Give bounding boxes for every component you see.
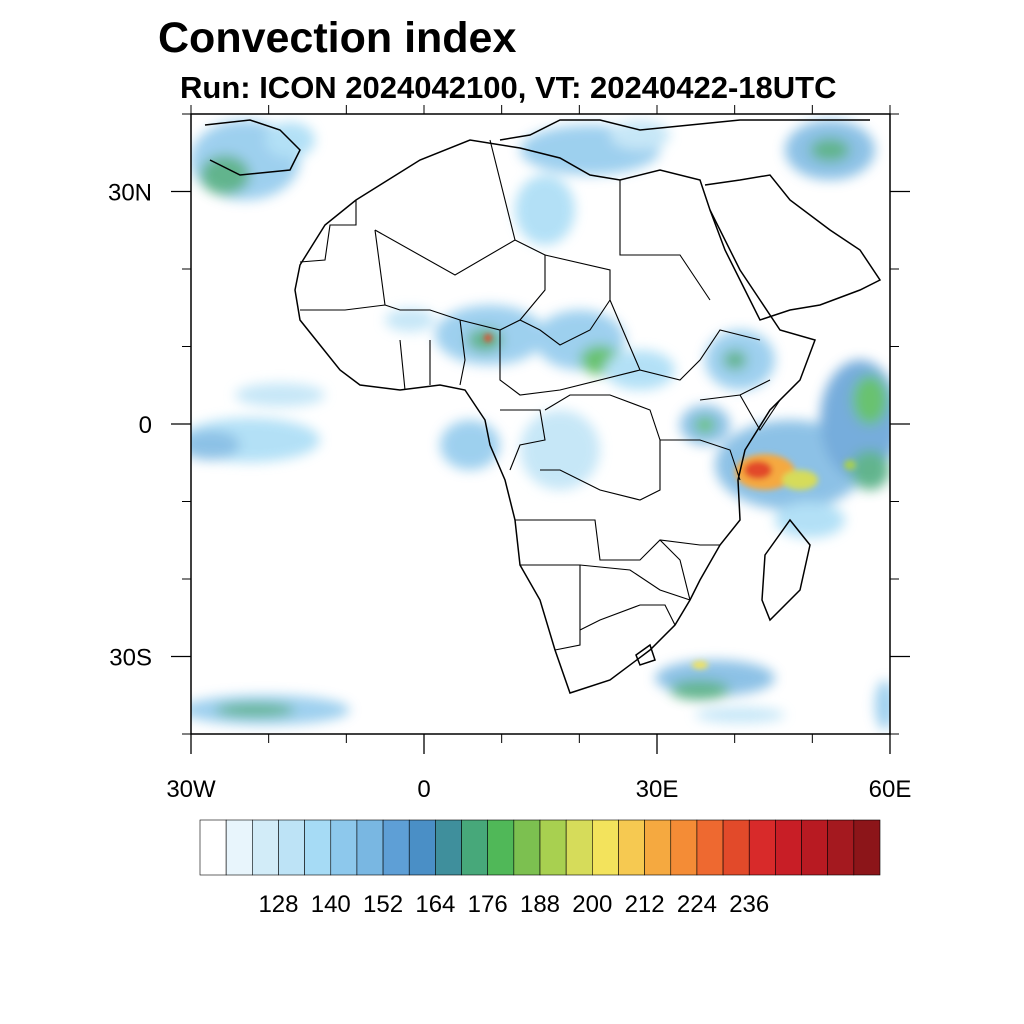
axis-tick-labels: 30W 0 30E 60E 30N 0 30S (108, 180, 911, 804)
colorbar-swatch (252, 819, 279, 876)
colorbar (199, 819, 881, 876)
colorbar-swatch (539, 819, 567, 876)
colorbar-swatch (356, 819, 384, 876)
colorbar-swatch (775, 819, 802, 876)
colorbar-swatch (487, 819, 515, 876)
colorbar-label: 164 (415, 891, 455, 918)
colorbar-swatch (513, 819, 541, 876)
colorbar-swatch (748, 819, 776, 876)
colorbar-label: 212 (625, 891, 665, 918)
colorbar-swatch (670, 819, 698, 876)
colorbar-swatch (461, 819, 488, 876)
colorbar-swatch (827, 819, 855, 876)
colorbar-swatch (618, 819, 645, 876)
colorbar-labels: 128 140 152 164 176 188 200 212 224 236 (258, 891, 769, 918)
axis-ticks (171, 105, 910, 754)
country-borders (299, 139, 781, 651)
chart-title: Convection index (158, 14, 517, 62)
colorbar-label: 188 (520, 891, 560, 918)
colorbar-label: 236 (729, 891, 769, 918)
x-tick-label: 0 (417, 776, 430, 803)
colorbar-swatch (408, 819, 436, 876)
y-tick-label: 0 (139, 412, 152, 439)
x-tick-label: 60E (869, 776, 912, 803)
coastlines (204, 119, 882, 694)
colorbar-swatch (565, 819, 593, 876)
colorbar-label: 176 (468, 891, 508, 918)
chart-subtitle: Run: ICON 2024042100, VT: 20240422-18UTC (180, 70, 837, 105)
colorbar-label: 224 (677, 891, 717, 918)
colorbar-swatch (330, 819, 358, 876)
colorbar-swatch (722, 819, 750, 876)
convection-field (191, 120, 890, 730)
colorbar-swatch (278, 819, 305, 876)
x-tick-label: 30W (166, 776, 216, 803)
colorbar-swatch (853, 819, 881, 876)
colorbar-label: 152 (363, 891, 403, 918)
colorbar-label: 128 (258, 891, 298, 918)
x-tick-label: 30E (636, 776, 679, 803)
y-tick-label: 30N (108, 180, 152, 207)
colorbar-swatch (435, 819, 462, 876)
colorbar-swatch (304, 819, 332, 876)
colorbar-swatch (199, 819, 227, 876)
colorbar-swatch (801, 819, 828, 876)
colorbar-label: 140 (311, 891, 351, 918)
colorbar-swatch (382, 819, 410, 876)
colorbar-swatch (592, 819, 619, 876)
colorbar-swatch (696, 819, 724, 876)
colorbar-label: 200 (572, 891, 612, 918)
colorbar-swatch (225, 819, 253, 876)
colorbar-swatch (644, 819, 672, 876)
y-tick-label: 30S (109, 645, 152, 672)
